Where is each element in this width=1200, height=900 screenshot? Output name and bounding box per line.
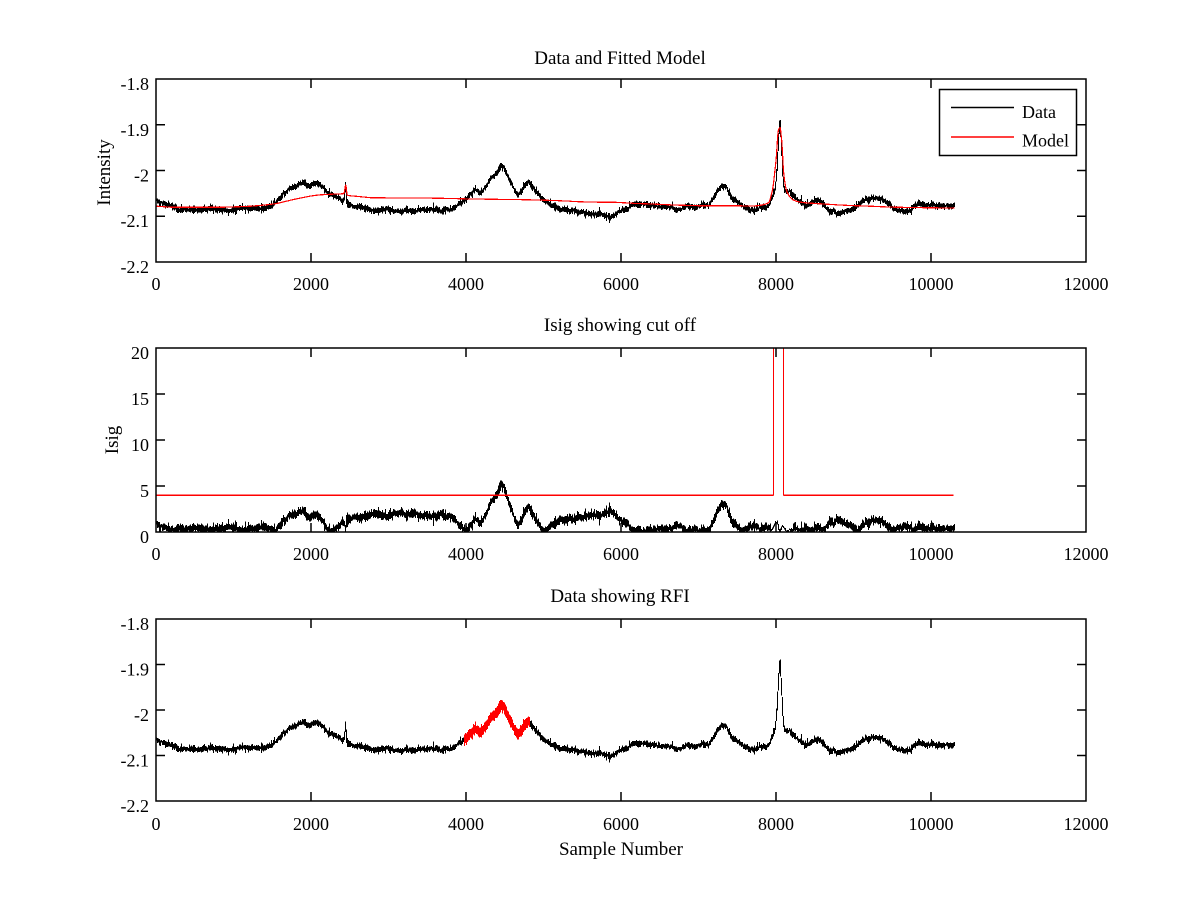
svg-text:12000: 12000	[1064, 814, 1109, 834]
svg-text:-2.1: -2.1	[121, 211, 150, 231]
svg-text:4000: 4000	[448, 544, 484, 564]
svg-text:-1.9: -1.9	[121, 120, 150, 140]
svg-text:2000: 2000	[293, 544, 329, 564]
svg-text:2000: 2000	[293, 814, 329, 834]
svg-text:-2.1: -2.1	[121, 751, 150, 771]
svg-text:12000: 12000	[1064, 544, 1109, 564]
svg-text:Data: Data	[1022, 102, 1056, 122]
svg-text:-1.9: -1.9	[121, 660, 150, 680]
svg-text:4000: 4000	[448, 274, 484, 294]
svg-text:5: 5	[140, 481, 149, 501]
svg-text:6000: 6000	[603, 274, 639, 294]
svg-text:-1.8: -1.8	[121, 614, 150, 634]
svg-text:0: 0	[152, 544, 161, 564]
svg-text:4000: 4000	[448, 814, 484, 834]
svg-text:Isig: Isig	[102, 425, 123, 454]
svg-text:0: 0	[152, 814, 161, 834]
svg-text:-2.2: -2.2	[121, 796, 150, 816]
svg-text:8000: 8000	[758, 544, 794, 564]
svg-text:Intensity: Intensity	[94, 139, 115, 206]
svg-text:-2: -2	[134, 166, 149, 186]
svg-text:6000: 6000	[603, 544, 639, 564]
svg-text:8000: 8000	[758, 814, 794, 834]
svg-text:2000: 2000	[293, 274, 329, 294]
svg-text:6000: 6000	[603, 814, 639, 834]
svg-text:-2: -2	[134, 705, 149, 725]
svg-text:Data showing RFI: Data showing RFI	[550, 586, 689, 607]
svg-text:20: 20	[131, 343, 149, 363]
svg-text:12000: 12000	[1064, 274, 1109, 294]
svg-text:Isig showing cut off: Isig showing cut off	[544, 315, 697, 336]
svg-text:8000: 8000	[758, 274, 794, 294]
svg-text:Model: Model	[1022, 131, 1069, 151]
svg-text:15: 15	[131, 389, 149, 409]
svg-text:0: 0	[152, 274, 161, 294]
svg-text:0: 0	[140, 527, 149, 547]
svg-text:10000: 10000	[909, 274, 954, 294]
svg-text:Data and Fitted Model: Data and Fitted Model	[534, 48, 706, 69]
svg-text:-2.2: -2.2	[121, 257, 150, 277]
svg-text:10000: 10000	[909, 544, 954, 564]
svg-text:Sample Number: Sample Number	[559, 839, 684, 860]
svg-text:10: 10	[131, 435, 149, 455]
svg-text:10000: 10000	[909, 814, 954, 834]
svg-text:-1.8: -1.8	[121, 74, 150, 94]
